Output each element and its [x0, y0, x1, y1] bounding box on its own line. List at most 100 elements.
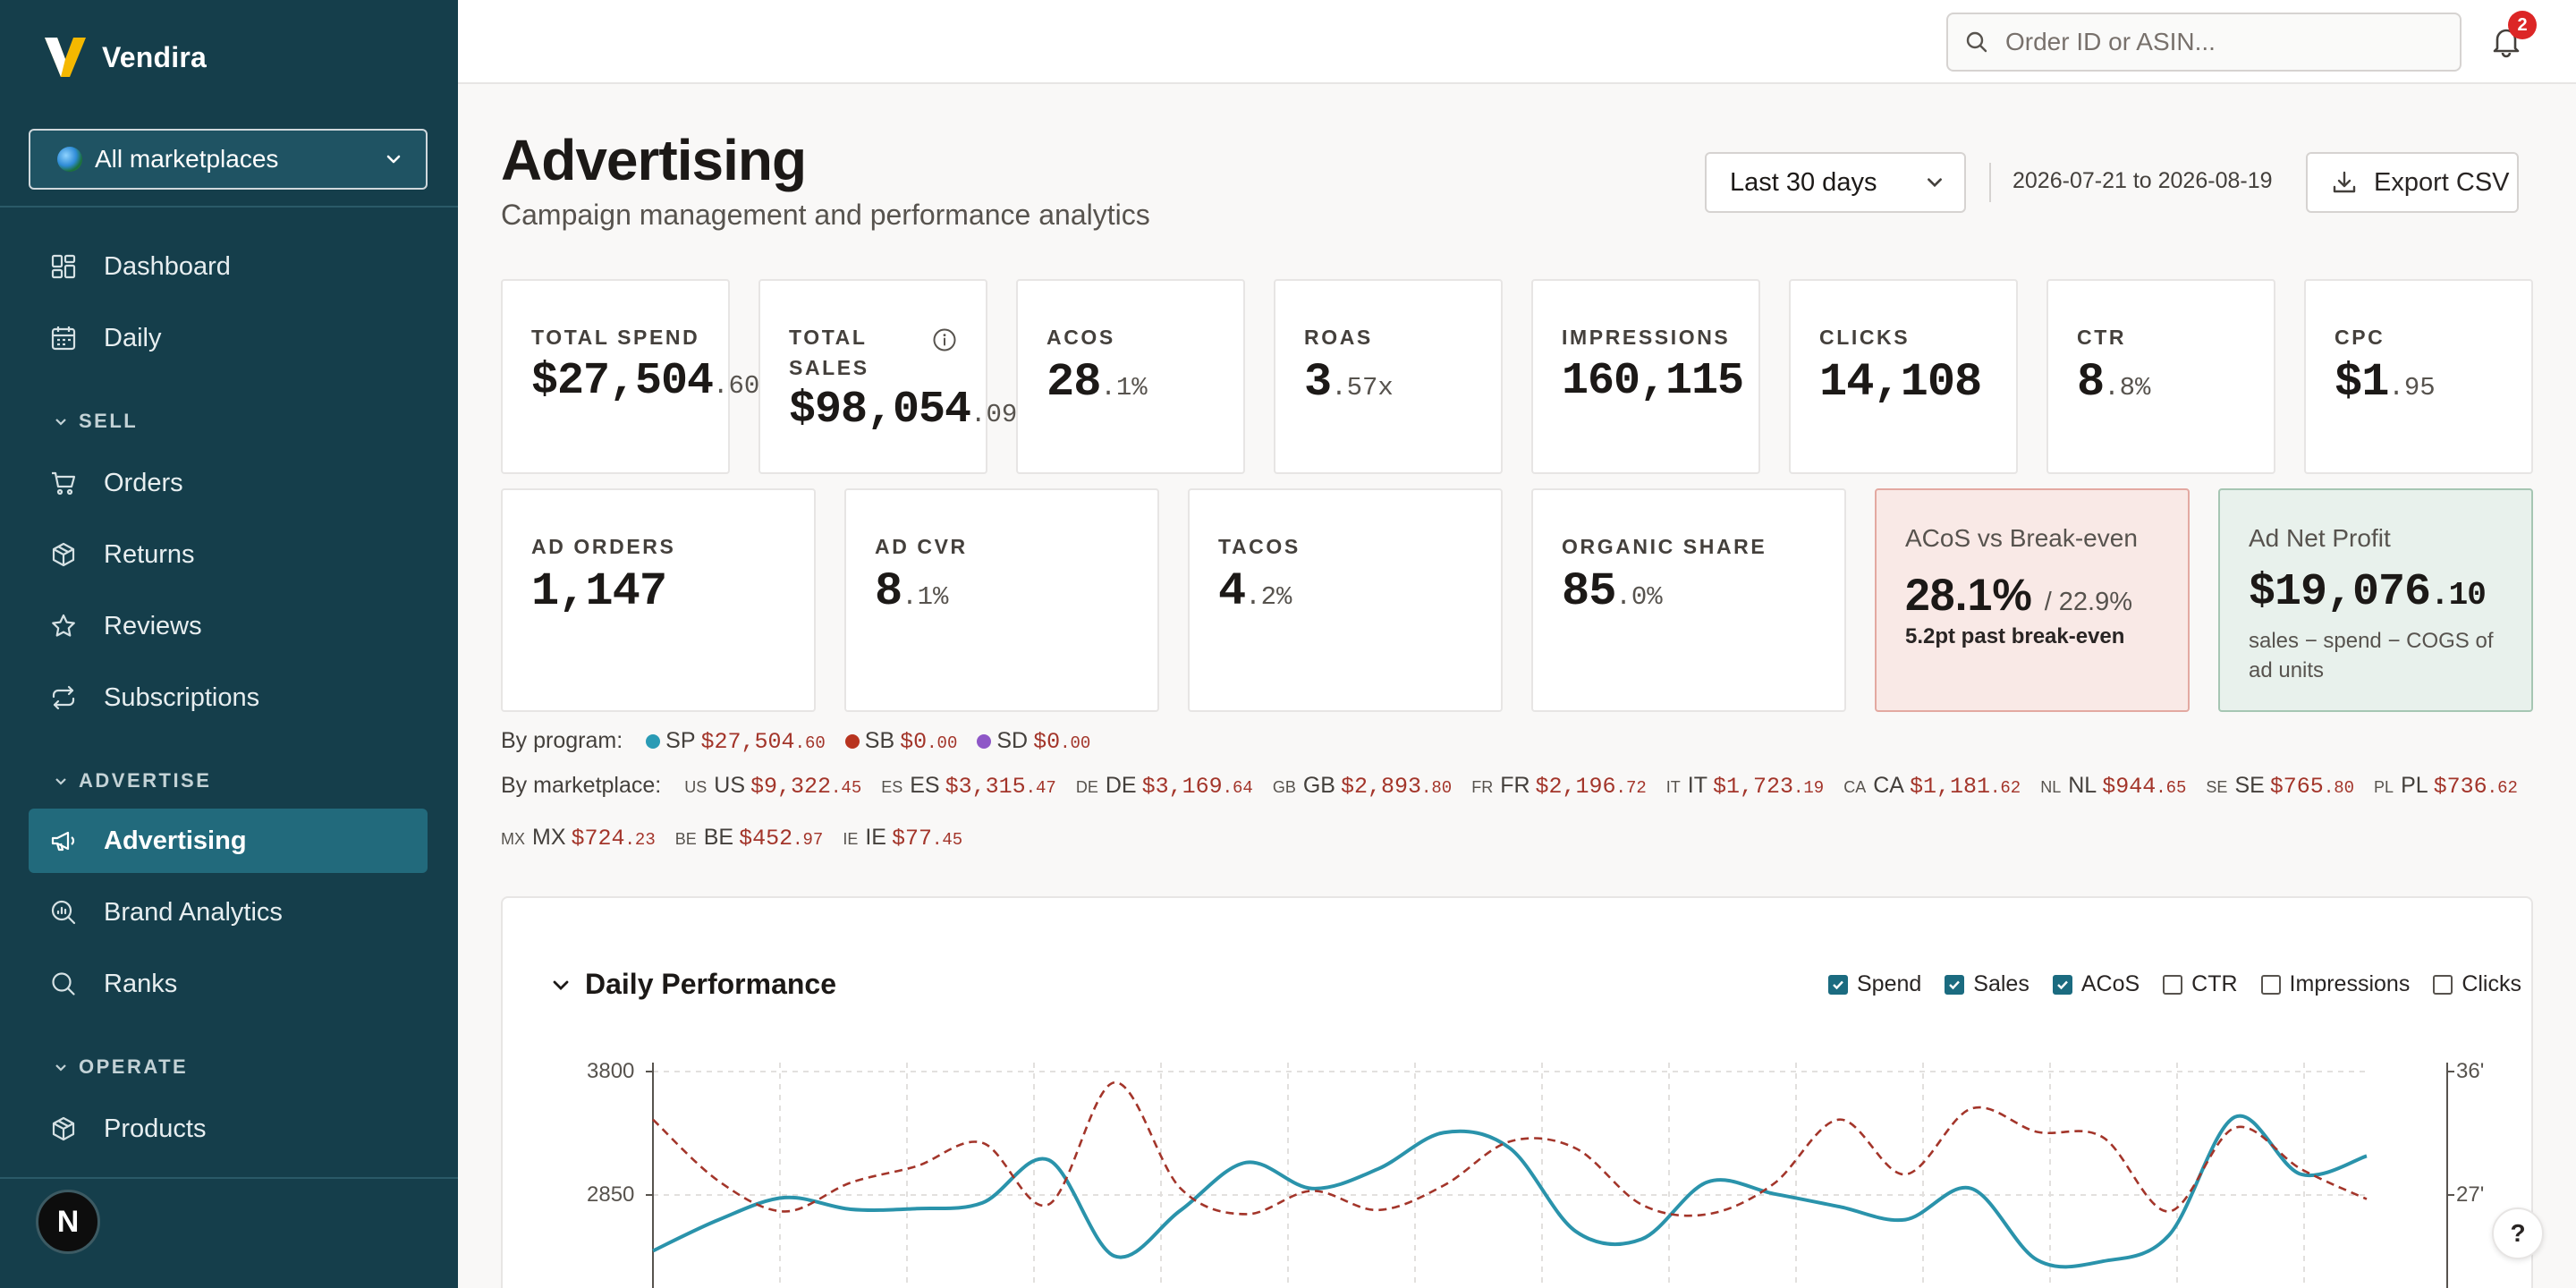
search-chart-icon [51, 900, 76, 925]
kpi-value: $27,504.60 [531, 356, 760, 407]
toggle-sales[interactable]: Sales [1945, 971, 2029, 997]
toggle-impressions[interactable]: Impressions [2260, 971, 2410, 997]
brand-logo[interactable]: Vendira [45, 38, 207, 77]
avatar[interactable]: N [36, 1190, 100, 1254]
chevron-down-icon [55, 419, 66, 426]
kpi-acos: ACOS 28.1% [1016, 279, 1245, 474]
megaphone-icon [51, 831, 75, 852]
chevron-down-icon [55, 778, 66, 785]
program-chip-sp: SP $27,504.60 [646, 728, 826, 755]
toggle-acos[interactable]: ACoS [2052, 971, 2140, 997]
sidebar-item-daily[interactable]: Daily [29, 306, 428, 370]
nav-section-operate[interactable]: OPERATE [54, 1055, 188, 1079]
chevron-down-icon [1928, 178, 1942, 188]
kpi-roas: ROAS 3.57x [1274, 279, 1503, 474]
sidebar-item-brand-analytics[interactable]: Brand Analytics [29, 880, 428, 945]
daily-performance-card [501, 896, 2533, 1288]
export-label: Export CSV [2374, 167, 2510, 197]
sidebar-item-reviews[interactable]: Reviews [29, 594, 428, 658]
nav-section-sell[interactable]: SELL [54, 410, 138, 433]
kpi-label: ROAS [1304, 326, 1373, 349]
sidebar-divider [0, 206, 458, 208]
download-icon [2333, 171, 2356, 193]
kpi-label: TOTAL SPEND [531, 326, 700, 349]
sidebar-item-products[interactable]: Products [29, 1097, 428, 1161]
sidebar-item-label: Returns [104, 539, 195, 569]
sidebar-item-label: Dashboard [104, 251, 231, 281]
marketplace-chip-it: IT IT $1,723.19 [1665, 773, 1825, 800]
spend-series-line [652, 1114, 2368, 1269]
sidebar-item-ranks[interactable]: Ranks [29, 952, 428, 1016]
kpi-value: $19,076.10 [2249, 567, 2487, 618]
checkbox-checked-icon[interactable] [1828, 974, 1848, 995]
y-right-tick: 36' [2456, 1059, 2485, 1083]
sidebar-item-returns[interactable]: Returns [29, 522, 428, 587]
nav-section-label: OPERATE [79, 1055, 189, 1078]
search-icon [1966, 31, 1987, 53]
y-right-tick: 27' [2456, 1182, 2485, 1207]
marketplace-chip-pl: PL PL $736.62 [2374, 773, 2518, 800]
y-left-tick: 3800 [587, 1059, 635, 1083]
checkbox-icon[interactable] [2163, 974, 2183, 995]
kpi-value: 28.1% [1046, 356, 1148, 409]
program-chip-sd: SD $0.00 [977, 728, 1090, 755]
sidebar-divider [0, 1177, 458, 1179]
checkbox-checked-icon[interactable] [1945, 974, 1965, 995]
search-icon [52, 972, 75, 996]
by-program-row: By program: SP $27,504.60 SB $0.00 SD $0.00 [501, 728, 1110, 755]
checkbox-icon[interactable] [2433, 974, 2453, 995]
kpi-note: sales − spend − COGS of ad units [2249, 629, 2494, 682]
package-return-icon [52, 542, 75, 567]
kpi-label: ACOS [1046, 326, 1115, 349]
logo-v-icon [45, 38, 86, 77]
series-toggles: Spend Sales ACoS CTR Impressions Clicks [1828, 971, 2521, 997]
marketplace-chip-ca: CA CA $1,181.62 [1843, 773, 2021, 800]
kpi-label: ACoS vs Break-even [1905, 524, 2138, 552]
export-csv-button[interactable]: Export CSV [2306, 152, 2519, 213]
kpi-value: 85.0% [1562, 565, 1663, 618]
search-input[interactable] [2005, 28, 2435, 56]
kpi-value: 28.1% / 22.9% [1905, 570, 2133, 620]
date-range-text: 2026-07-21 to 2026-08-19 [2012, 168, 2273, 193]
calendar-icon [51, 326, 76, 351]
acos-series-line [652, 1080, 2368, 1217]
sidebar-item-label: Orders [104, 468, 183, 497]
help-button[interactable]: ? [2492, 1208, 2544, 1259]
sidebar-item-advertising[interactable]: Advertising [29, 809, 428, 873]
marketplace-chip-de: DE DE $3,169.64 [1075, 773, 1253, 800]
marketplace-chip-gb: GB GB $2,893.80 [1272, 773, 1453, 800]
sidebar-item-dashboard[interactable]: Dashboard [29, 234, 428, 299]
kpi-label: TOTAL SALES [789, 326, 869, 379]
chart-title[interactable]: Daily Performance [549, 968, 836, 1001]
toggle-ctr[interactable]: CTR [2163, 971, 2238, 997]
kpi-label: CLICKS [1819, 326, 1911, 349]
sidebar-item-orders[interactable]: Orders [29, 451, 428, 515]
kpi-label: AD CVR [875, 535, 968, 558]
nav-section-label: ADVERTISE [79, 769, 212, 792]
checkbox-icon[interactable] [2260, 974, 2281, 995]
date-range-select[interactable]: Last 30 days [1705, 152, 1966, 213]
by-marketplace-label: By marketplace: [501, 773, 662, 798]
kpi-value: 160,115 [1562, 356, 1744, 407]
sidebar-item-label: Reviews [104, 611, 202, 640]
info-icon[interactable] [932, 327, 957, 352]
marketplace-chip-es: ES ES $3,315.47 [881, 773, 1056, 800]
sidebar-item-label: Subscriptions [104, 682, 260, 712]
marketplace-select[interactable]: All marketplaces [29, 129, 428, 190]
by-marketplace-row: By marketplace: US US $9,322.45 ES ES $3,315… [501, 773, 2538, 800]
sidebar-item-label: Products [104, 1114, 207, 1143]
kpi-value: 3.57x [1304, 356, 1394, 409]
toggle-clicks[interactable]: Clicks [2433, 971, 2521, 997]
sidebar-item-label: Brand Analytics [104, 897, 283, 927]
search-box[interactable] [1946, 13, 2462, 72]
kpi-value: $98,054.09 [789, 385, 1018, 436]
sidebar-item-subscriptions[interactable]: Subscriptions [29, 665, 428, 730]
nav-section-advertise[interactable]: ADVERTISE [54, 769, 211, 792]
kpi-label: CPC [2334, 326, 2385, 349]
checkbox-checked-icon[interactable] [2052, 974, 2072, 995]
toggle-spend[interactable]: Spend [1828, 971, 1921, 997]
marketplace-chip-fr: FR FR $2,196.72 [1471, 773, 1647, 800]
sidebar-item-label: Advertising [104, 826, 247, 855]
kpi-tacos: TACOS 4.2% [1188, 488, 1503, 712]
kpi-label: ORGANIC SHARE [1562, 535, 1767, 558]
